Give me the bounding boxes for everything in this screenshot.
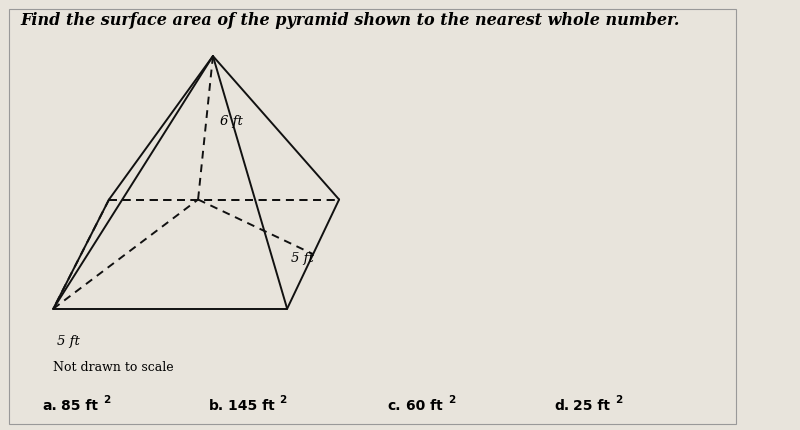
Text: 6 ft: 6 ft (220, 114, 243, 127)
Text: Find the surface area of the pyramid shown to the nearest whole number.: Find the surface area of the pyramid sho… (20, 12, 679, 29)
Text: 85 ft: 85 ft (61, 398, 98, 412)
Text: 145 ft: 145 ft (228, 398, 274, 412)
Text: 2: 2 (615, 394, 623, 404)
Text: Not drawn to scale: Not drawn to scale (54, 360, 174, 373)
Text: b.: b. (210, 398, 224, 412)
Text: 5 ft: 5 ft (57, 335, 80, 347)
Text: 25 ft: 25 ft (573, 398, 610, 412)
Text: d.: d. (554, 398, 570, 412)
Text: 2: 2 (103, 394, 110, 404)
Text: 2: 2 (449, 394, 456, 404)
Text: c.: c. (387, 398, 401, 412)
Text: a.: a. (42, 398, 57, 412)
Text: 60 ft: 60 ft (406, 398, 442, 412)
Text: 2: 2 (279, 394, 286, 404)
Text: 5 ft: 5 ft (291, 251, 314, 264)
